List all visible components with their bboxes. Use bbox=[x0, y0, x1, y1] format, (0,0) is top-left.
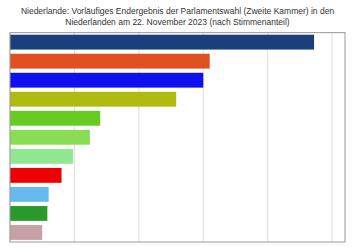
bar bbox=[10, 187, 49, 202]
bar bbox=[10, 73, 203, 88]
bar bbox=[10, 35, 314, 50]
grid-line bbox=[332, 33, 333, 242]
bar bbox=[10, 206, 47, 221]
chart-svg: Niederlande: Vorläufiges Endergebnis der… bbox=[0, 0, 355, 252]
bar bbox=[10, 54, 210, 69]
bars bbox=[10, 35, 314, 240]
title-line: Niederlanden am 22. November 2023 (nach … bbox=[65, 17, 290, 27]
chart-container: Niederlande: Vorläufiges Endergebnis der… bbox=[0, 0, 355, 252]
title-line: Niederlande: Vorläufiges Endergebnis der… bbox=[21, 6, 335, 16]
grid-line bbox=[267, 33, 268, 242]
bar bbox=[10, 92, 176, 107]
bar bbox=[10, 225, 42, 240]
plot-frame bbox=[10, 33, 345, 242]
grid bbox=[10, 33, 332, 242]
bar bbox=[10, 149, 73, 164]
title: Niederlande: Vorläufiges Endergebnis der… bbox=[21, 6, 335, 27]
bar bbox=[10, 168, 62, 183]
bar bbox=[10, 130, 90, 145]
bar bbox=[10, 111, 100, 126]
